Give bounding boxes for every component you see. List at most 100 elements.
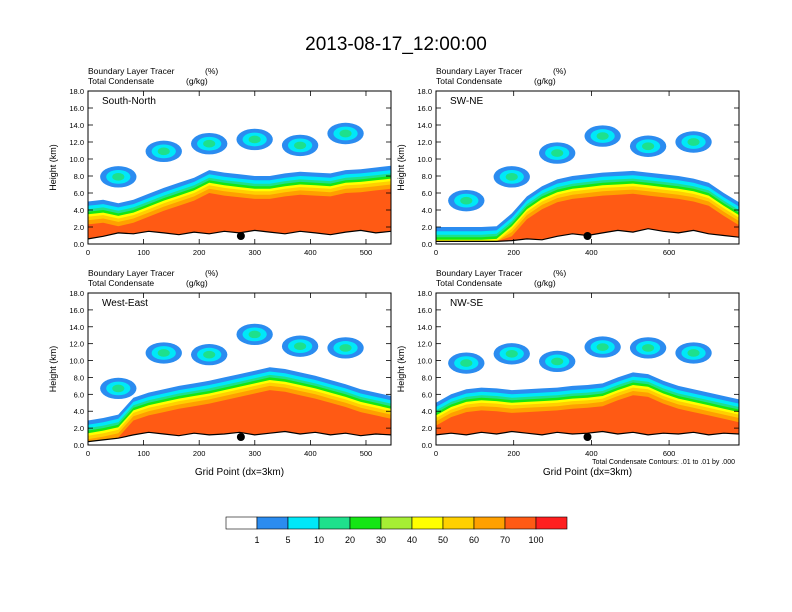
colorbar-swatch-6 [380,516,413,530]
subtitle-variable: Boundary Layer Tracer [436,268,523,278]
y-tick-label: 6.0 [74,390,84,399]
contour-note: Total Condensate Contours: .01 to .01 by… [592,459,735,466]
plot-frame [87,292,392,446]
subtitle-variable: Boundary Layer Tracer [88,268,175,278]
panel-annotation: SW-NE [450,96,483,107]
x-tick-label: 600 [663,449,676,458]
x-tick-label: 200 [507,248,520,257]
y-tick-label: 14.0 [69,323,84,332]
y-tick-label: 14.0 [417,323,432,332]
y-tick-label: 6.0 [74,189,84,198]
chart-panel-1: 0.0 2.0 4.0 6.0 8.0 10.0 12.0 14.0 16.0 18.0 0 100 2… [48,66,392,257]
upper-tracer-inner-3 [203,350,216,359]
colorbar-swatch-8 [442,516,475,530]
y-tick-label: 12.0 [69,138,84,147]
x-tick-label: 600 [663,248,676,257]
colorbar-swatch-9 [473,516,506,530]
upper-tracer-inner-5 [294,141,307,150]
plot-frame [435,292,740,446]
colorbar-swatch-10 [504,516,537,530]
subtitle-variable: Boundary Layer Tracer [436,66,523,76]
upper-tracer-inner-6 [339,344,352,352]
upper-tracer-inner-1 [460,196,473,205]
location-marker [583,433,592,441]
plot-frame [87,90,392,245]
plot-frame [435,90,740,245]
upper-tracer-inner-6 [687,349,700,357]
panel-annotation: South-North [102,96,156,107]
colorbar-label: 70 [500,535,510,545]
tracer-band-8 [436,193,739,242]
upper-tracer-inner-4 [596,343,609,351]
y-tick-label: 16.0 [417,104,432,113]
colorbar: 1 5 10 20 30 40 50 60 70 100 [225,516,568,545]
y-tick-label: 10.0 [417,357,432,366]
upper-tracer-inner-5 [294,342,307,351]
tracer-band-8 [88,390,391,442]
y-tick-label: 14.0 [417,121,432,130]
y-tick-label: 18.0 [69,87,84,96]
upper-tracer-inner-2 [157,349,170,357]
y-tick-label: 0.0 [74,441,84,450]
subtitle-units: (%) [553,268,566,278]
y-tick-label: 4.0 [74,407,84,416]
y-tick-label: 4.0 [422,206,432,215]
upper-tracer-inner-3 [551,357,564,366]
x-tick-label: 400 [585,449,598,458]
x-tick-label: 0 [86,449,90,458]
colorbar-swatch-4 [318,516,351,530]
y-tick-label: 10.0 [69,357,84,366]
x-tick-label: 200 [193,248,206,257]
tracer-band-8 [436,395,739,435]
upper-tracer-inner-1 [112,384,125,393]
filled-contours [88,122,391,244]
subtitle-units-2: (g/kg) [186,76,208,86]
y-tick-label: 8.0 [74,172,84,181]
y-tick-label: 16.0 [69,306,84,315]
colorbar-swatch-11 [535,516,568,530]
colorbar-label: 1 [254,535,259,545]
upper-tracer-inner-1 [460,359,473,367]
y-tick-label: 4.0 [422,407,432,416]
colorbar-label: 20 [345,535,355,545]
subtitle-units: (%) [553,66,566,76]
x-tick-label: 300 [249,449,262,458]
terrain-line [88,430,391,443]
upper-tracer-inner-5 [642,142,655,151]
y-tick-label: 0.0 [74,240,84,249]
panel-annotation: NW-SE [450,298,483,309]
y-tick-label: 8.0 [422,373,432,382]
y-tick-label: 2.0 [422,223,432,232]
subtitle-units: (%) [205,268,218,278]
y-tick-label: 2.0 [74,424,84,433]
y-axis-label: Height (km) [48,144,58,191]
tracer-band-8 [88,188,391,239]
y-tick-label: 2.0 [74,223,84,232]
x-tick-label: 300 [249,248,262,257]
subtitle-units-2: (g/kg) [534,76,556,86]
y-tick-label: 12.0 [417,340,432,349]
x-tick-label: 100 [137,449,150,458]
subtitle-variable-2: Total Condensate [88,278,154,288]
y-tick-label: 12.0 [417,138,432,147]
x-tick-label: 200 [507,449,520,458]
location-marker [236,232,245,240]
colorbar-swatch-1 [225,516,258,530]
filled-contours [88,323,391,445]
y-tick-label: 8.0 [74,373,84,382]
subtitle-units-2: (g/kg) [534,278,556,288]
upper-tracer-inner-3 [551,149,564,157]
y-tick-label: 14.0 [69,121,84,130]
y-tick-label: 18.0 [417,87,432,96]
location-marker [236,433,245,441]
panel-annotation: West-East [102,298,148,309]
colorbar-swatch-7 [411,516,444,530]
y-axis-label: Height (km) [396,144,406,191]
colorbar-label: 60 [469,535,479,545]
colorbar-label: 100 [528,535,543,545]
upper-tracer-inner-6 [687,138,700,146]
colorbar-swatch-2 [256,516,289,530]
x-tick-label: 400 [304,449,317,458]
colorbar-swatch-3 [287,516,320,530]
